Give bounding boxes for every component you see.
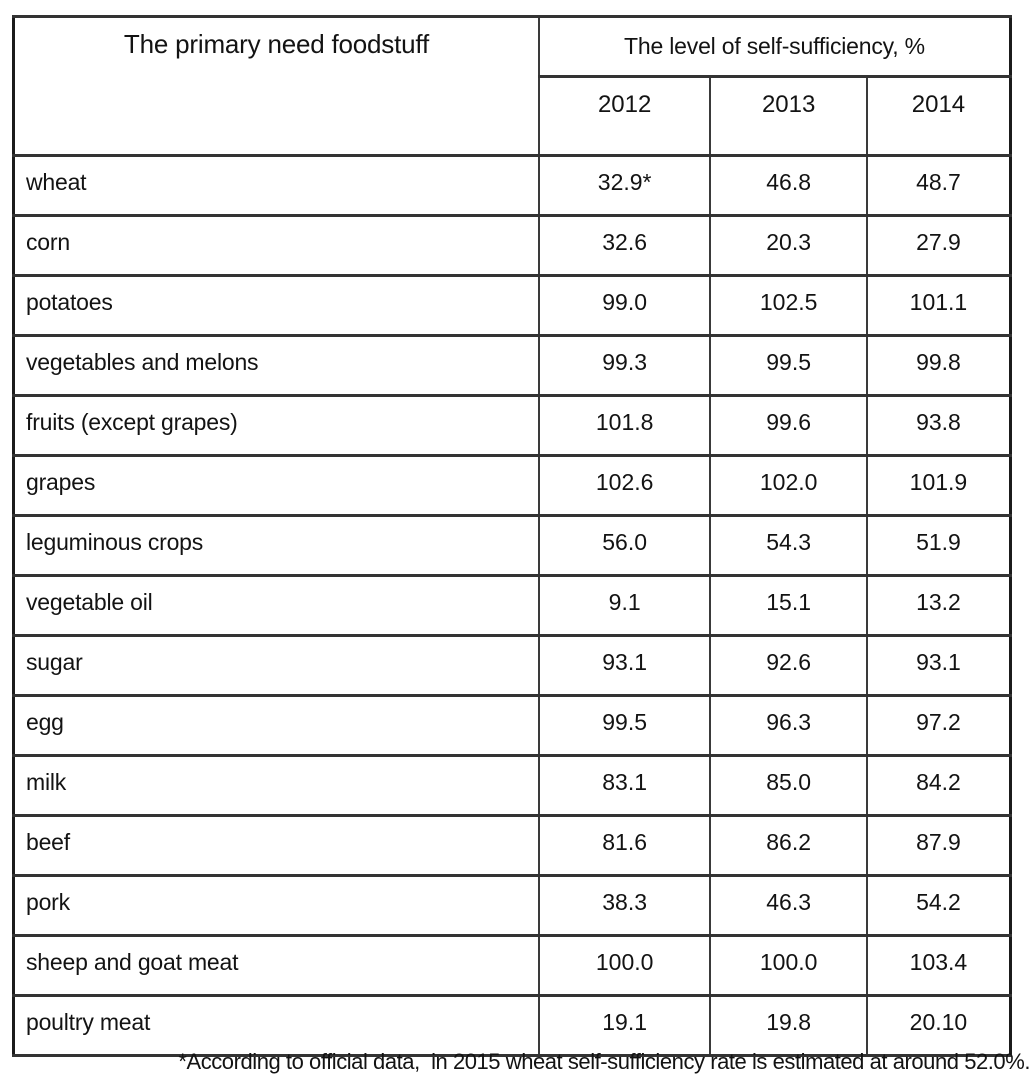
value-cell: 46.3 — [709, 874, 868, 937]
value-cell: 85.0 — [709, 754, 868, 817]
foodstuff-cell: wheat — [12, 154, 540, 217]
value-cell: 54.2 — [865, 874, 1012, 937]
foodstuff-cell: leguminous crops — [12, 514, 540, 577]
value-cell: 99.5 — [537, 694, 712, 757]
value-cell: 102.5 — [709, 274, 868, 337]
column-header-foodstuff: The primary need foodstuff — [12, 15, 540, 157]
value-cell: 32.6 — [537, 214, 712, 277]
value-cell: 19.8 — [709, 994, 868, 1057]
table-row: beef 81.6 86.2 87.9 — [12, 814, 1012, 877]
table-row: corn 32.6 20.3 27.9 — [12, 214, 1012, 277]
value-cell: 86.2 — [709, 814, 868, 877]
header-row-years: 2012 2013 2014 — [14, 75, 1012, 157]
value-cell: 93.1 — [865, 634, 1012, 697]
value-cell: 87.9 — [865, 814, 1012, 877]
foodstuff-cell: corn — [12, 214, 540, 277]
table-row: sheep and goat meat 100.0 100.0 103.4 — [12, 934, 1012, 997]
column-header-2013: 2013 — [709, 75, 868, 157]
value-cell: 32.9* — [537, 154, 712, 217]
foodstuff-cell: grapes — [12, 454, 540, 517]
value-cell: 13.2 — [865, 574, 1012, 637]
column-header-self-sufficiency: The level of self-sufficiency, % — [537, 15, 1012, 78]
table-row: poultry meat 19.1 19.8 20.10 — [12, 994, 1012, 1057]
value-cell: 100.0 — [709, 934, 868, 997]
table-row: egg 99.5 96.3 97.2 — [12, 694, 1012, 757]
value-cell: 102.0 — [709, 454, 868, 517]
table-row: fruits (except grapes) 101.8 99.6 93.8 — [12, 394, 1012, 457]
value-cell: 54.3 — [709, 514, 868, 577]
value-cell: 99.3 — [537, 334, 712, 397]
foodstuff-cell: pork — [12, 874, 540, 937]
value-cell: 97.2 — [865, 694, 1012, 757]
value-cell: 99.5 — [709, 334, 868, 397]
value-cell: 93.1 — [537, 634, 712, 697]
value-cell: 102.6 — [537, 454, 712, 517]
table-row: vegetable oil 9.1 15.1 13.2 — [12, 574, 1012, 637]
value-cell: 84.2 — [865, 754, 1012, 817]
foodstuff-cell: poultry meat — [12, 994, 540, 1057]
foodstuff-cell: sugar — [12, 634, 540, 697]
self-sufficiency-table: The primary need foodstuff The level of … — [12, 15, 1012, 1057]
foodstuff-cell: milk — [12, 754, 540, 817]
value-cell: 19.1 — [537, 994, 712, 1057]
value-cell: 56.0 — [537, 514, 712, 577]
table-row: sugar 93.1 92.6 93.1 — [12, 634, 1012, 697]
table-row: pork 38.3 46.3 54.2 — [12, 874, 1012, 937]
value-cell: 99.0 — [537, 274, 712, 337]
value-cell: 20.3 — [709, 214, 868, 277]
value-cell: 101.9 — [865, 454, 1012, 517]
footnote: *According to official data, in 2015 whe… — [178, 1049, 1030, 1074]
value-cell: 48.7 — [865, 154, 1012, 217]
foodstuff-cell: egg — [12, 694, 540, 757]
column-header-2012: 2012 — [537, 75, 712, 157]
value-cell: 101.1 — [865, 274, 1012, 337]
foodstuff-cell: vegetables and melons — [12, 334, 540, 397]
value-cell: 99.8 — [865, 334, 1012, 397]
value-cell: 38.3 — [537, 874, 712, 937]
value-cell: 81.6 — [537, 814, 712, 877]
foodstuff-cell: fruits (except grapes) — [12, 394, 540, 457]
value-cell: 92.6 — [709, 634, 868, 697]
value-cell: 27.9 — [865, 214, 1012, 277]
foodstuff-cell: vegetable oil — [12, 574, 540, 637]
value-cell: 20.10 — [865, 994, 1012, 1057]
foodstuff-cell: beef — [12, 814, 540, 877]
foodstuff-cell: potatoes — [12, 274, 540, 337]
table-row: potatoes 99.0 102.5 101.1 — [12, 274, 1012, 337]
value-cell: 46.8 — [709, 154, 868, 217]
value-cell: 9.1 — [537, 574, 712, 637]
table-body: wheat 32.9* 46.8 48.7 corn 32.6 20.3 27.9 potato… — [12, 154, 1012, 1057]
value-cell: 99.6 — [709, 394, 868, 457]
table-row: vegetables and melons 99.3 99.5 99.8 — [12, 334, 1012, 397]
foodstuff-cell: sheep and goat meat — [12, 934, 540, 997]
table-row: wheat 32.9* 46.8 48.7 — [12, 154, 1012, 217]
value-cell: 51.9 — [865, 514, 1012, 577]
value-cell: 93.8 — [865, 394, 1012, 457]
table-row: milk 83.1 85.0 84.2 — [12, 754, 1012, 817]
value-cell: 100.0 — [537, 934, 712, 997]
value-cell: 96.3 — [709, 694, 868, 757]
table-header: The primary need foodstuff The level of … — [12, 15, 1012, 157]
header-row-top: The primary need foodstuff The level of … — [12, 15, 1012, 157]
table-row: leguminous crops 56.0 54.3 51.9 — [12, 514, 1012, 577]
value-cell: 101.8 — [537, 394, 712, 457]
value-cell: 83.1 — [537, 754, 712, 817]
table-row: grapes 102.6 102.0 101.9 — [12, 454, 1012, 517]
column-header-2014: 2014 — [865, 75, 1012, 157]
value-cell: 15.1 — [709, 574, 868, 637]
value-cell: 103.4 — [865, 934, 1012, 997]
